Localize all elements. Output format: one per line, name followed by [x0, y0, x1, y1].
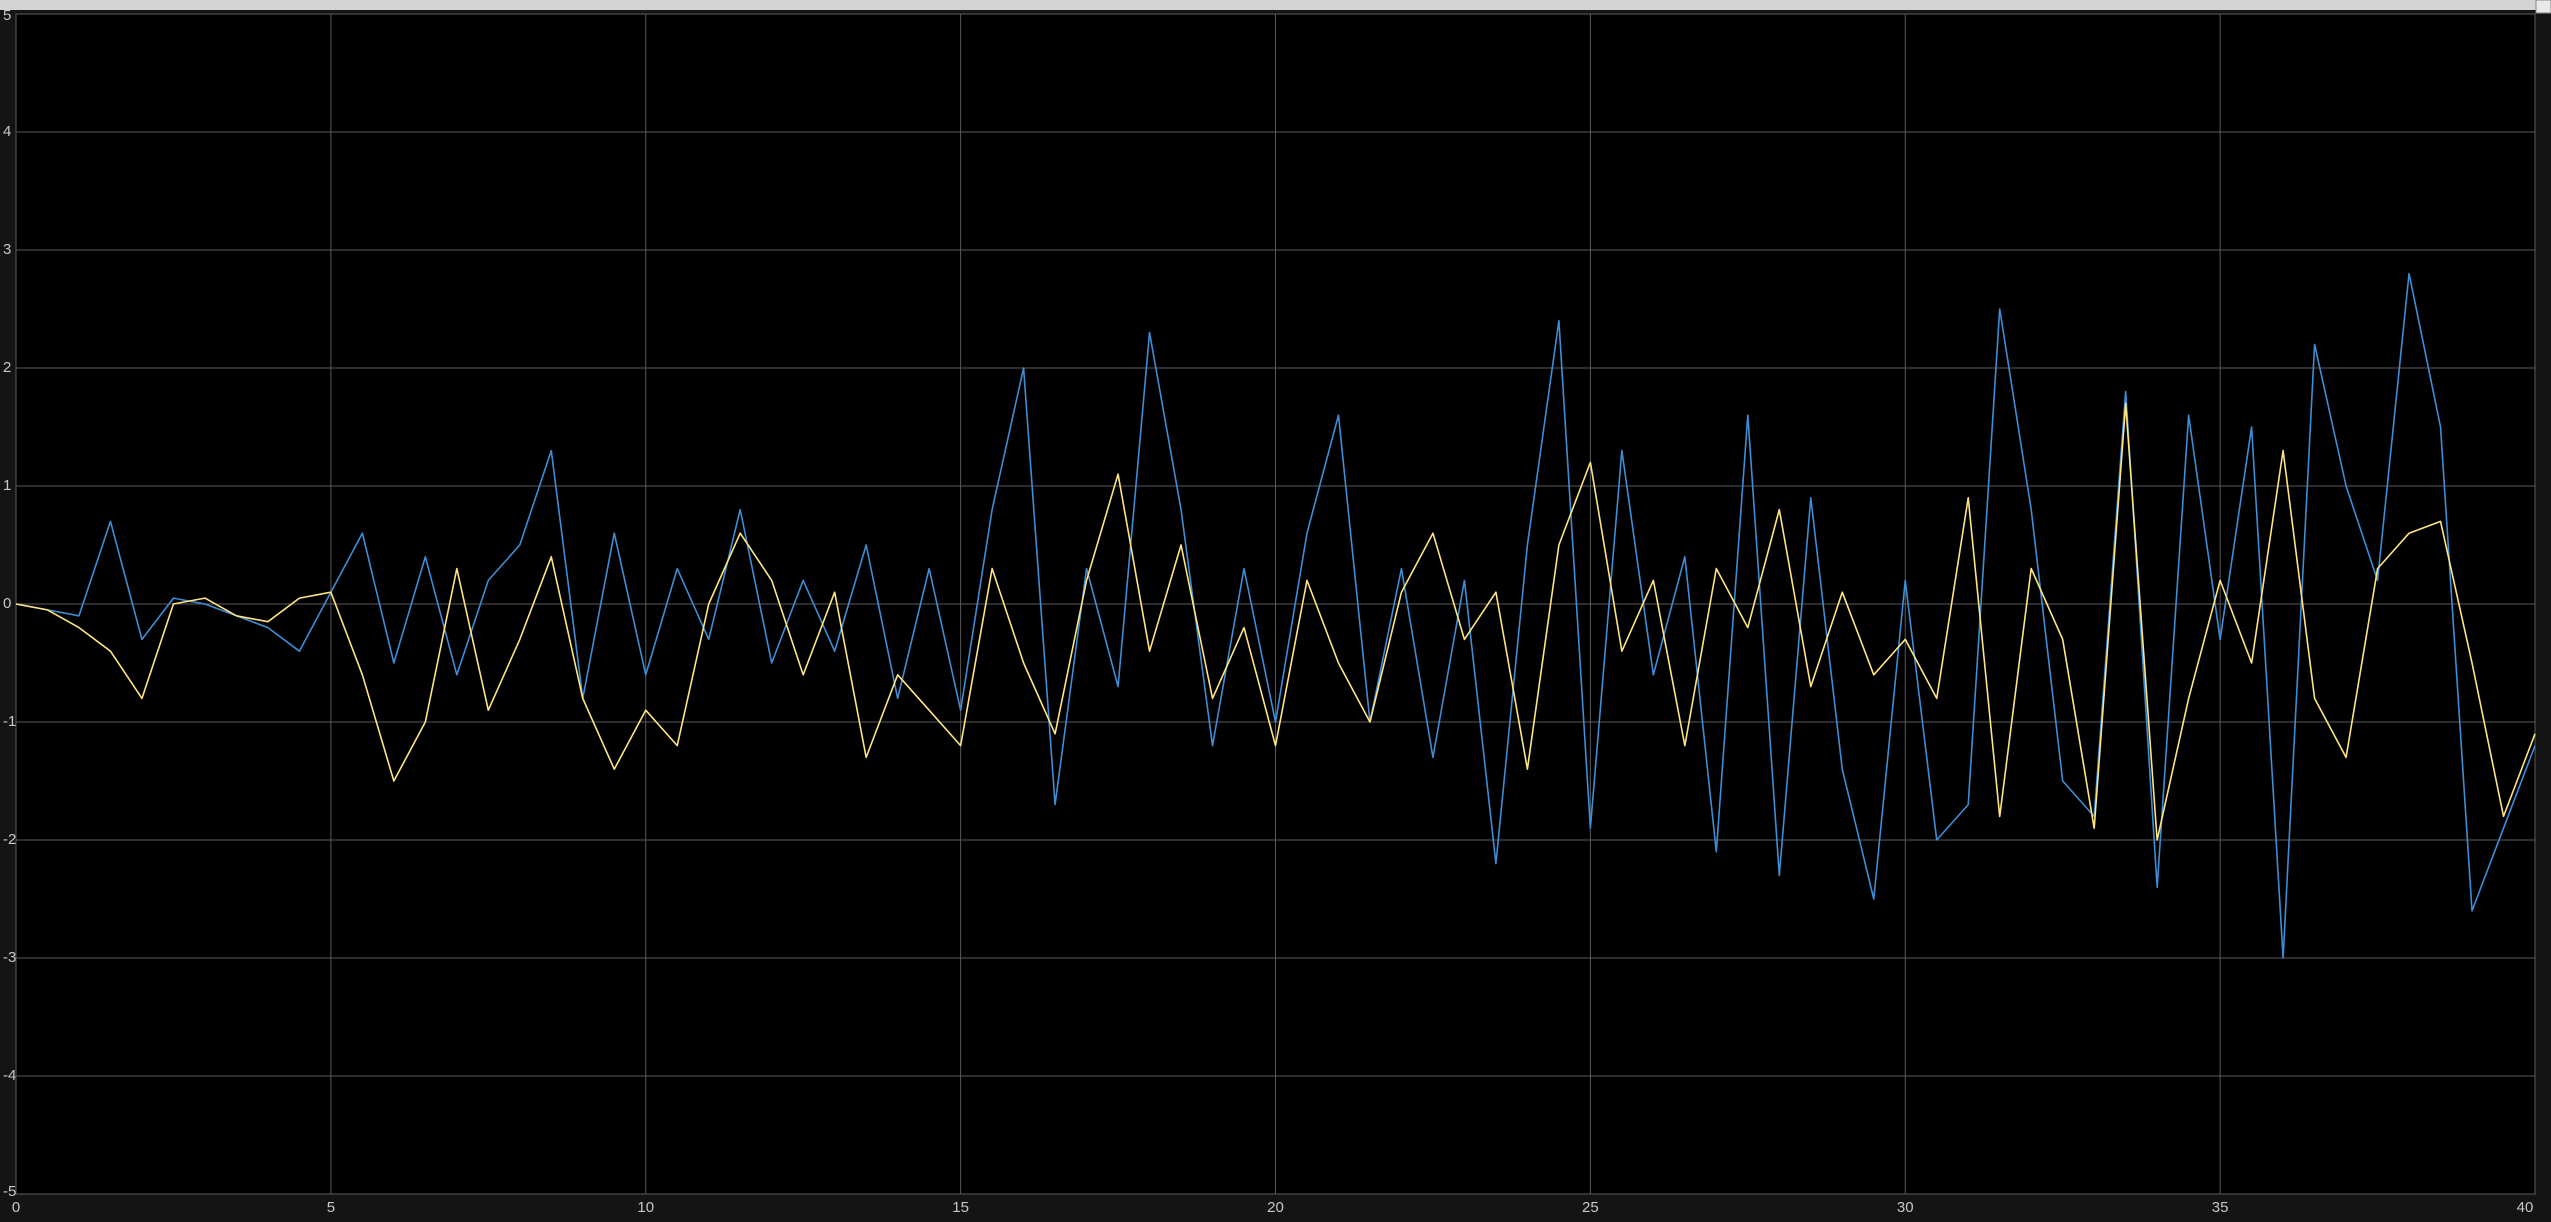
x-tick-label: 35 [2212, 1199, 2229, 1216]
y-tick-label: -3 [3, 949, 16, 966]
expand-button[interactable] [2535, 0, 2551, 14]
x-tick-label: 40 [2517, 1199, 2534, 1216]
x-tick-label: 10 [637, 1199, 654, 1216]
y-tick-label: 0 [3, 595, 11, 612]
y-tick-label: -1 [3, 713, 16, 730]
top-bar [0, 0, 2551, 10]
x-tick-label: 15 [952, 1199, 969, 1216]
x-tick-label: 25 [1582, 1199, 1599, 1216]
series-line [15, 272, 2536, 959]
series-line [15, 402, 2536, 841]
x-tick-label: 30 [1897, 1199, 1914, 1216]
y-tick-label: 4 [3, 123, 11, 140]
y-tick-label: -2 [3, 831, 16, 848]
y-tick-label: 5 [3, 7, 11, 24]
x-tick-label: 5 [327, 1199, 335, 1216]
x-tick-label: 0 [12, 1199, 20, 1216]
y-tick-label: -5 [3, 1183, 16, 1200]
y-tick-label: -4 [3, 1067, 16, 1084]
y-tick-label: 2 [3, 359, 11, 376]
x-tick-label: 20 [1267, 1199, 1284, 1216]
y-tick-label: 1 [3, 477, 11, 494]
y-tick-label: 3 [3, 241, 11, 258]
